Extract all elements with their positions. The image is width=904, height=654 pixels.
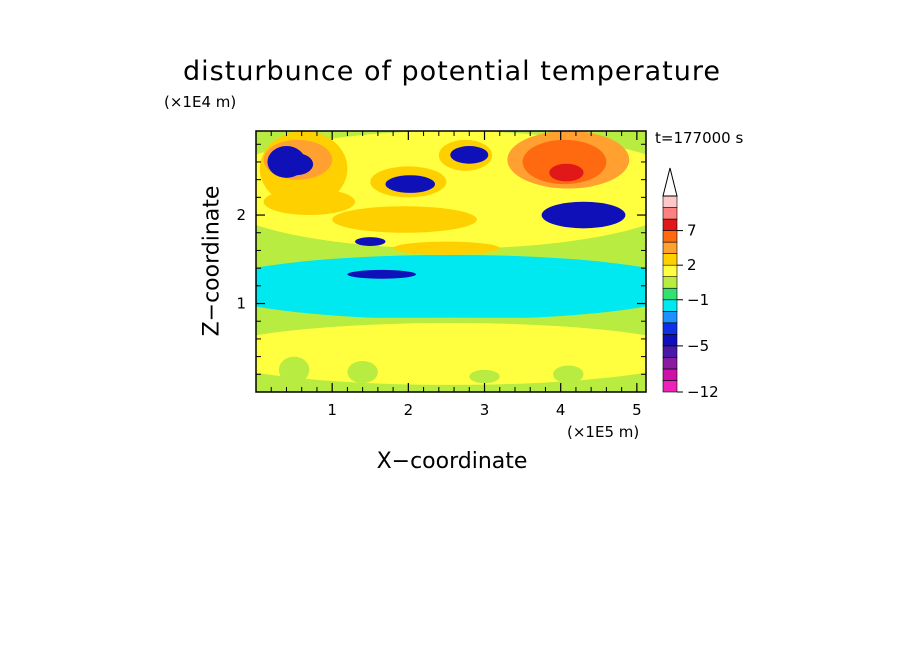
plot-area [256, 131, 646, 392]
colorbar-segment [662, 322, 678, 335]
x-axis-unit: (×1E5 m) [567, 423, 640, 441]
x-tick-label: 1 [327, 401, 337, 419]
axis-ticks: 1 2 3 4 5 1 2 [236, 131, 646, 419]
contour-region [256, 317, 646, 322]
colorbar-tick-label: 2 [687, 256, 697, 274]
contour-region [347, 361, 378, 384]
colorbar-segment [662, 218, 678, 231]
contour-region [347, 269, 416, 279]
colorbar-segment [662, 195, 678, 208]
contour-region [393, 241, 500, 255]
colorbar-segment [662, 299, 678, 312]
x-tick-label: 5 [632, 401, 642, 419]
contour-region [256, 268, 646, 306]
colorbar-segment [662, 253, 678, 266]
y-tick-label: 2 [236, 206, 246, 224]
x-tick-label: 4 [556, 401, 566, 419]
contour-region [355, 237, 386, 247]
contour-region [553, 365, 584, 384]
colorbar-tick-label: 7 [687, 222, 697, 240]
colorbar: −12−5−127 [662, 167, 719, 401]
contour-region [522, 139, 607, 185]
contour-region [549, 163, 584, 182]
contour-region [332, 206, 477, 233]
colorbar-segment [662, 264, 678, 278]
colorbar-segment [662, 287, 678, 301]
colorbar-tick-label: −12 [687, 383, 719, 401]
y-axis-unit: (×1E4 m) [164, 93, 237, 111]
contour-region [278, 356, 310, 384]
colorbar-segment [662, 357, 678, 370]
plot-frame [255, 130, 647, 393]
colorbar-tick-label: −1 [687, 291, 709, 309]
x-tick-label: 3 [480, 401, 490, 419]
colorbar-segment [662, 334, 678, 347]
contour-region [278, 153, 314, 176]
chart-title: disturbunce of potential temperature [183, 56, 721, 87]
y-tick-label: 1 [236, 295, 246, 313]
colorbar-segment [662, 380, 678, 393]
x-tick-label: 2 [404, 401, 414, 419]
colorbar-segment [662, 345, 678, 358]
contour-region [450, 146, 489, 164]
colorbar-tick-label: −5 [687, 337, 709, 355]
colorbar-segment [662, 241, 678, 254]
x-axis-label: X−coordinate [376, 449, 528, 474]
contour-region [385, 175, 436, 193]
colorbar-extend-arrow [662, 167, 678, 197]
contour-region [541, 201, 626, 229]
colorbar-segment [662, 230, 678, 243]
colorbar-segment [662, 276, 678, 289]
colorbar-segment [662, 207, 678, 220]
contour-region [469, 369, 500, 384]
colorbar-segment [662, 368, 678, 381]
colorbar-segment [662, 310, 678, 324]
time-annotation: t=177000 s [655, 129, 744, 147]
contour-region [263, 188, 356, 216]
